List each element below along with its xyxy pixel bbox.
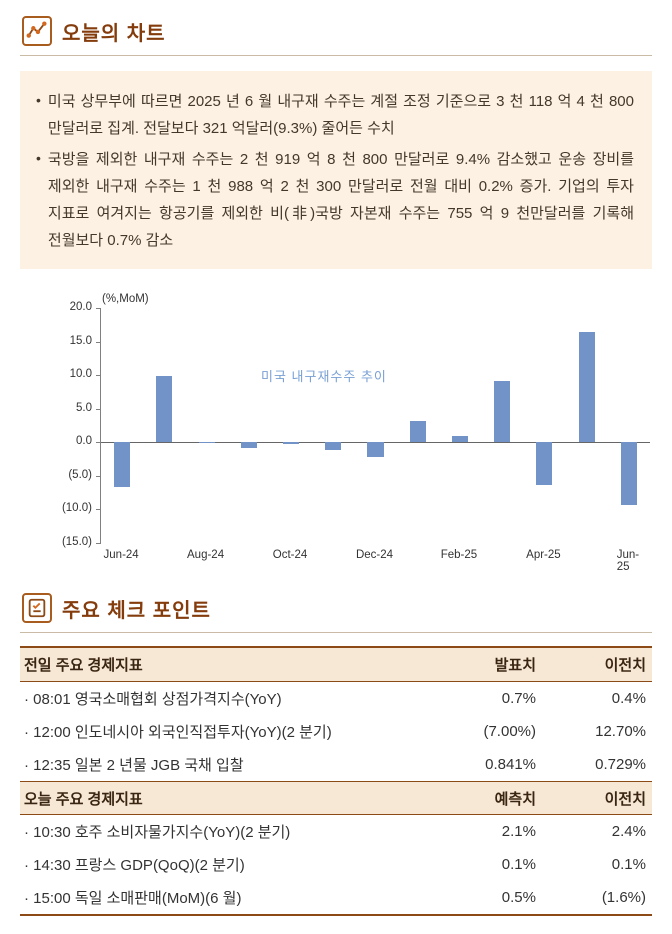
indicator-value-2: 0.729% [595, 756, 646, 773]
chart-section-title: 오늘의 차트 [62, 22, 166, 45]
indicator-value-2: 0.1% [611, 856, 646, 873]
indicator-value-2: 2.4% [611, 823, 646, 840]
table-row: · 15:00 독일 소매판매(MoM)(6 월) 0.5% (1.6%) [20, 881, 652, 914]
y-tick-label: (15.0) [61, 536, 92, 548]
indicator-label: · 15:00 독일 소매판매(MoM)(6 월) [24, 890, 242, 907]
x-tick-label: Apr-25 [526, 549, 561, 561]
indicator-label: · 12:35 일본 2 년물 JGB 국채 입찰 [24, 757, 244, 774]
table-row: · 10:30 호주 소비자물가지수(YoY)(2 분기) 2.1% 2.4% [20, 815, 652, 848]
chart-bar-May-25 [578, 332, 595, 443]
indicator-value-2: 12.70% [595, 723, 646, 740]
chart-bar-Apr-25 [536, 442, 553, 485]
summary-bullet: • 국방을 제외한 내구재 수주는 2 천 919 억 8 천 800 만달러로… [36, 146, 634, 254]
y-tick-label: (10.0) [61, 502, 92, 515]
table-header-forecast: 예측치 [494, 790, 536, 808]
summary-box: • 미국 상무부에 따르면 2025 년 6 월 내구재 수주는 계절 조정 기… [20, 71, 652, 269]
indicator-value-1: 0.841% [485, 756, 536, 773]
y-tick-mark [96, 509, 101, 511]
indicator-value-2: 0.4% [611, 690, 646, 707]
chart-body: 20.0 15.0 10.0 5.0 0.0 (5.0) (10.0) (15.0) 미국 내… [50, 301, 652, 548]
bullet-icon: • [36, 150, 41, 166]
y-tick-label: (5.0) [68, 468, 92, 481]
chart-bar-Jun-24 [114, 442, 131, 487]
table-header-label: 오늘 주요 경제지표 [24, 790, 143, 808]
chart-plot: 미국 내구재수주 추이 [96, 308, 650, 544]
chart-bar-Oct-24 [283, 442, 300, 445]
table-row: · 12:35 일본 2 년물 JGB 국채 입찰 0.841% 0.729% [20, 748, 652, 781]
y-tick-mark [96, 442, 101, 444]
durable-goods-chart: (%,MoM) 20.0 15.0 10.0 5.0 0.0 (5.0) (10.0) (15… [50, 293, 652, 573]
x-tick-label: Oct-24 [272, 549, 308, 561]
indicator-value-1: 0.5% [501, 889, 536, 906]
check-section-title: 주요 체크 포인트 [62, 599, 211, 622]
table-header-prev: 전일 주요 경제지표 발표치 이전치 [20, 648, 652, 682]
indicator-value-2: (1.6%) [601, 889, 646, 906]
chart-unit-label: (%,MoM) [102, 293, 149, 305]
chart-bar-Jan-25 [409, 420, 426, 443]
indicator-label: · 10:30 호주 소비자물가지수(YoY)(2 분기) [24, 824, 291, 841]
chart-section-header: 오늘의 차트 [20, 12, 652, 56]
chart-bar-Jul-24 [156, 375, 173, 443]
chart-bar-Feb-25 [451, 436, 468, 443]
y-tick-mark [96, 375, 101, 377]
y-tick-label: 15.0 [69, 334, 92, 347]
table-header-today: 오늘 주요 경제지표 예측치 이전치 [20, 781, 652, 815]
y-tick-mark [96, 341, 101, 343]
table-header-label: 전일 주요 경제지표 [24, 657, 143, 674]
x-tick-label: Aug-24 [187, 549, 225, 561]
table-header-previous: 이전치 [604, 657, 646, 674]
table-header-announced: 발표치 [494, 657, 536, 674]
check-section-header: 주요 체크 포인트 [20, 589, 652, 633]
chart-yaxis: 20.0 15.0 10.0 5.0 0.0 (5.0) (10.0) (15.0) [50, 301, 100, 548]
table-row: · 14:30 프랑스 GDP(QoQ)(2 분기) 0.1% 0.1% [20, 848, 652, 881]
bullet-icon: • [36, 92, 41, 108]
y-tick-mark [96, 408, 101, 410]
chart-bar-Aug-24 [198, 442, 215, 444]
indicator-value-1: 0.1% [501, 856, 536, 873]
y-tick-label: 0.0 [76, 435, 92, 448]
econ-indicator-table: 전일 주요 경제지표 발표치 이전치 · 08:01 영국소매협회 상점가격지수… [20, 646, 652, 916]
summary-bullet-text: 국방을 제외한 내구재 수주는 2 천 919 억 8 천 800 만달러로 9… [47, 151, 634, 249]
chart-bar-Mar-25 [494, 380, 511, 443]
chart-bar-Jun-25 [620, 442, 637, 505]
y-tick-mark [96, 308, 101, 309]
indicator-value-1: 2.1% [501, 823, 536, 840]
checklist-icon [22, 593, 52, 623]
y-tick-mark [96, 475, 101, 477]
x-tick-label: Jun-25 [616, 549, 640, 573]
y-tick-mark [96, 543, 101, 544]
indicator-label: · 08:01 영국소매협회 상점가격지수(YoY) [24, 691, 282, 708]
chart-icon [22, 16, 52, 46]
x-tick-label: Feb-25 [440, 549, 478, 561]
table-row: · 12:00 인도네시아 외국인직접투자(YoY)(2 분기) (7.00%)… [20, 715, 652, 748]
indicator-label: · 12:00 인도네시아 외국인직접투자(YoY)(2 분기) [24, 724, 332, 741]
indicator-value-1: 0.7% [501, 690, 536, 707]
chart-bar-Nov-24 [325, 442, 342, 451]
y-tick-label: 10.0 [69, 368, 92, 381]
summary-bullet-text: 미국 상무부에 따르면 2025 년 6 월 내구재 수주는 계절 조정 기준으… [47, 93, 634, 137]
x-tick-label: Dec-24 [355, 549, 394, 561]
y-tick-label: 5.0 [76, 401, 92, 414]
indicator-label: · 14:30 프랑스 GDP(QoQ)(2 분기) [24, 857, 245, 874]
chart-title: 미국 내구재수주 추이 [261, 369, 387, 384]
summary-bullet: • 미국 상무부에 따르면 2025 년 6 월 내구재 수주는 계절 조정 기… [36, 88, 634, 142]
chart-bar-Sep-24 [240, 442, 257, 448]
table-row: · 08:01 영국소매협회 상점가격지수(YoY) 0.7% 0.4% [20, 682, 652, 715]
indicator-value-1: (7.00%) [483, 723, 536, 740]
x-tick-label: Jun-24 [103, 549, 139, 561]
chart-xaxis: Jun-24 Aug-24 Oct-24 Dec-24 Feb-25 Apr-25 Jun-… [100, 543, 650, 573]
table-header-previous: 이전치 [604, 790, 646, 808]
y-tick-label: 20.0 [69, 301, 92, 313]
chart-bar-Dec-24 [367, 442, 384, 458]
